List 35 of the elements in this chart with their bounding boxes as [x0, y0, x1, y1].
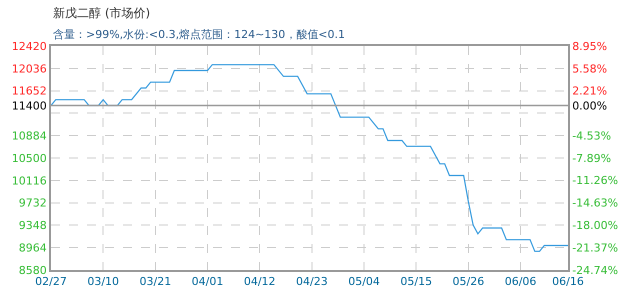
chart-title: 新戊二醇 (市场价) [53, 6, 150, 20]
y2-tick-label: -11.26% [572, 174, 618, 188]
y-tick-label: 10500 [12, 152, 47, 165]
x-tick-label: 06/06 [504, 275, 536, 288]
chart-subtitle: 含量：>99%,水份:<0.3,熔点范围：124~130，酸值<0.1 [53, 28, 345, 41]
y2-tick-label: -18.00% [572, 219, 618, 232]
y-tick-label: 11400 [12, 99, 47, 112]
y2-tick-label: 0.00% [572, 99, 608, 112]
y-tick-label: 8580 [18, 264, 47, 277]
y2-tick-label: -14.63% [572, 196, 618, 210]
x-tick-label: 03/10 [87, 275, 120, 288]
y2-tick-label: 2.21% [572, 84, 608, 98]
x-tick-label: 04/12 [244, 275, 276, 288]
y-tick-label: 9732 [18, 196, 47, 210]
x-tick-label: 04/01 [192, 275, 224, 288]
y-tick-label: 11652 [12, 84, 47, 98]
x-tick-label: 05/04 [348, 275, 380, 288]
y-tick-label: 12420 [12, 40, 47, 53]
x-tick-label: 05/15 [400, 275, 432, 288]
y2-tick-label: -21.37% [572, 241, 618, 254]
y-tick-label: 12036 [12, 62, 47, 76]
y2-tick-label: -4.53% [572, 129, 612, 142]
y2-tick-label: -7.89% [572, 152, 612, 165]
y-tick-label: 10884 [12, 129, 47, 142]
x-tick-label: 05/26 [452, 275, 484, 288]
y-tick-label: 10116 [12, 174, 47, 188]
y2-tick-label: 5.58% [572, 62, 608, 76]
y-tick-label: 9348 [18, 219, 47, 232]
x-tick-label: 04/23 [296, 275, 328, 288]
x-tick-label: 02/27 [35, 275, 67, 288]
x-tick-label: 03/21 [140, 275, 172, 288]
y-tick-label: 8964 [18, 241, 47, 254]
x-tick-label: 06/16 [552, 275, 584, 288]
y2-tick-label: 8.95% [572, 40, 608, 53]
y2-tick-label: -24.74% [572, 264, 618, 277]
